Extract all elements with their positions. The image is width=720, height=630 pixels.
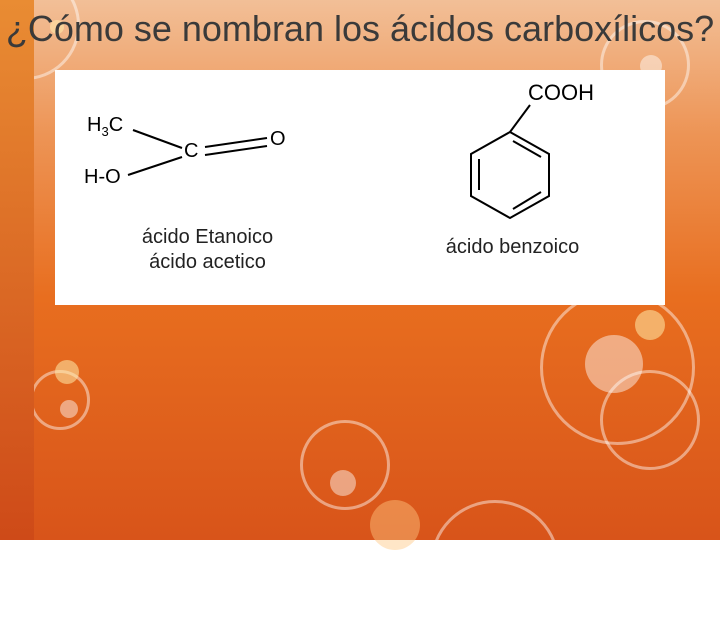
left-accent-bar (0, 0, 34, 540)
content-panel: H3C C O H-O ácido Etanoico ácido acetico… (55, 70, 665, 305)
bokeh-circle (55, 360, 79, 384)
left-caption: ácido Etanoico ácido acetico (55, 225, 360, 275)
right-caption: ácido benzoico (360, 235, 665, 260)
left-structure: H3C C O H-O ácido Etanoico ácido acetico (55, 70, 360, 305)
bokeh-circle (585, 335, 643, 393)
left-caption-line1: ácido Etanoico (55, 225, 360, 250)
bokeh-circle (60, 400, 78, 418)
bokeh-circle (430, 500, 560, 630)
bokeh-circle (635, 310, 665, 340)
ethanoic-bonds-svg (55, 70, 355, 230)
bokeh-circle (330, 470, 356, 496)
left-caption-line2: ácido acetico (55, 250, 360, 275)
bokeh-circle (370, 500, 420, 550)
right-structure: COOH ácido benzoico (360, 70, 665, 305)
bokeh-circle (300, 420, 390, 510)
slide-title: ¿Cómo se nombran los ácidos carboxílicos… (0, 0, 720, 50)
